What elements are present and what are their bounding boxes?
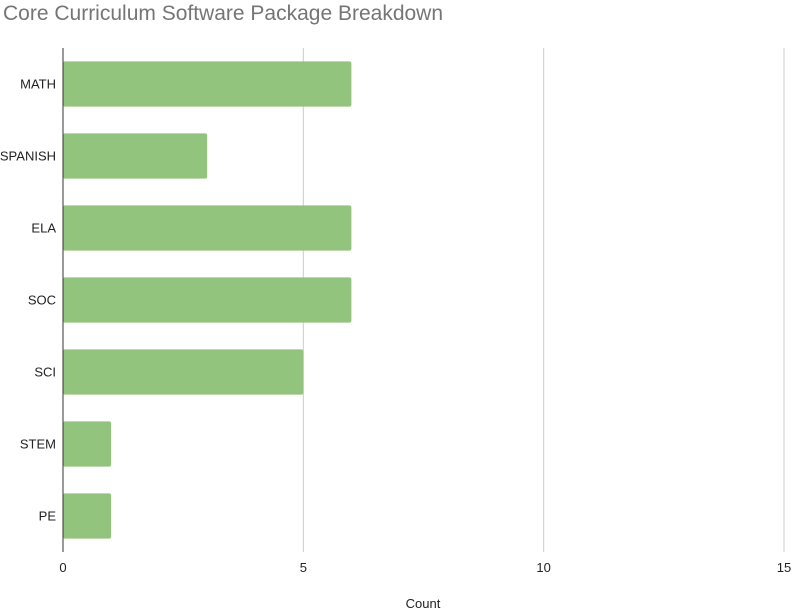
bar-stem <box>63 421 112 467</box>
bar-soc <box>63 277 352 323</box>
category-label: ELA <box>31 221 56 236</box>
x-tick-label: 15 <box>777 560 791 575</box>
category-label: SPANISH <box>0 149 56 164</box>
category-label: STEM <box>20 437 56 452</box>
bar-sci <box>63 349 304 395</box>
chart-title: Core Curriculum Software Package Breakdo… <box>3 2 444 25</box>
bar-math <box>63 61 352 107</box>
category-label: SCI <box>34 365 56 380</box>
x-tick-label: 10 <box>536 560 550 575</box>
bar-spanish <box>63 133 208 179</box>
x-axis-label: Count <box>406 596 441 611</box>
x-tick-labels: 0 5 10 15 <box>59 560 791 575</box>
x-tick-label: 5 <box>300 560 307 575</box>
category-labels: MATH SPANISH ELA SOC SCI STEM PE <box>0 77 56 524</box>
category-label: MATH <box>20 77 56 92</box>
bar-ela <box>63 205 352 251</box>
category-label: PE <box>39 509 57 524</box>
x-tick-label: 0 <box>59 560 66 575</box>
bar-pe <box>63 493 112 539</box>
category-label: SOC <box>28 293 56 308</box>
bars <box>63 61 352 539</box>
gridlines <box>302 48 785 552</box>
